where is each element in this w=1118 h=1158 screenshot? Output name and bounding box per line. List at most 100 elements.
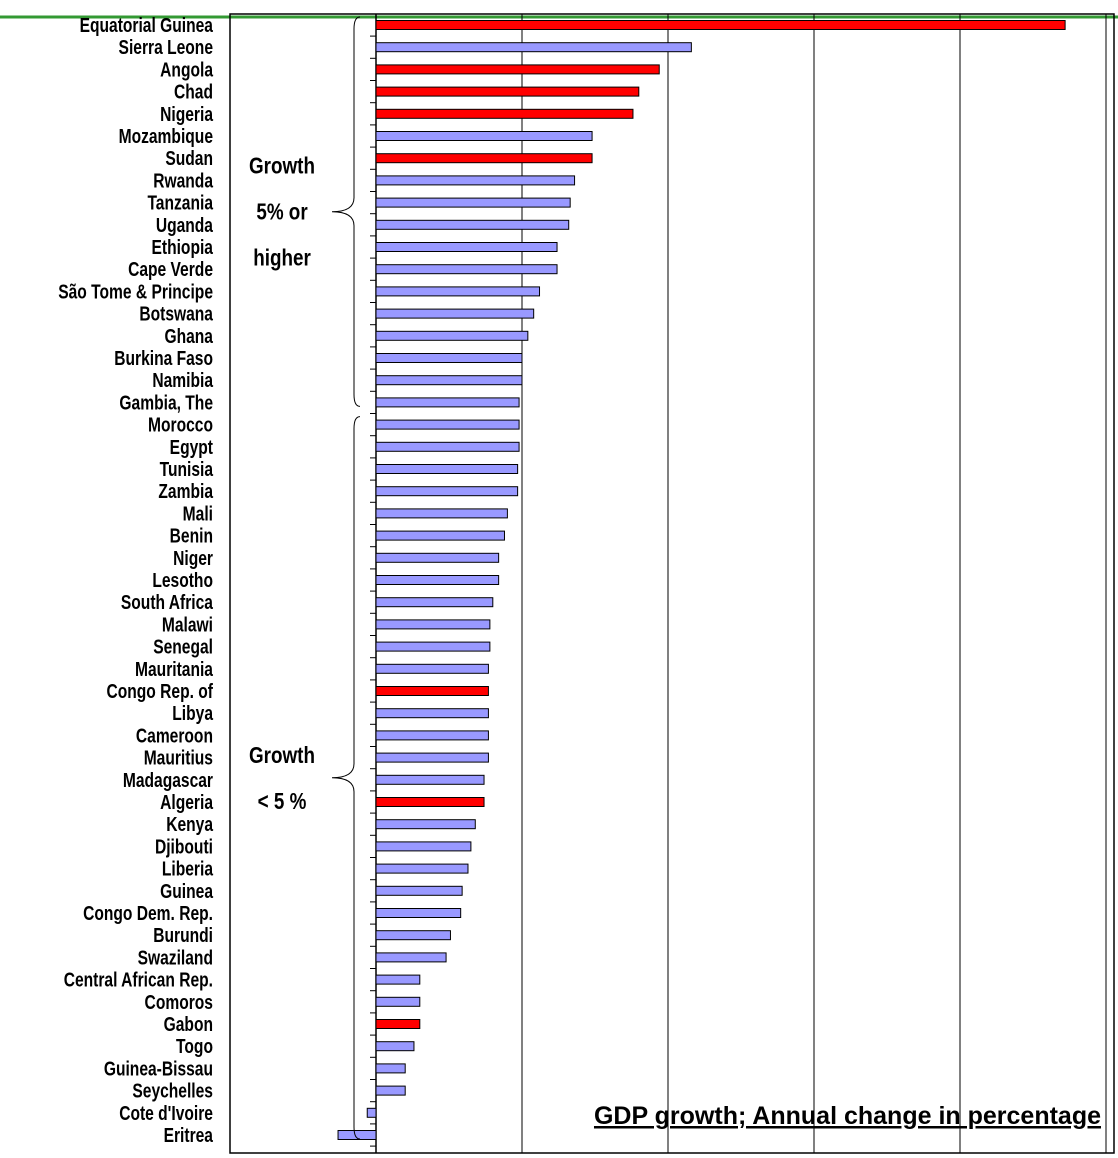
category-label: Zambia xyxy=(158,480,213,502)
category-label: Morocco xyxy=(148,414,213,436)
group-label: < 5 % xyxy=(258,789,307,814)
bar-45 xyxy=(375,1019,421,1029)
bar-50 xyxy=(337,1130,377,1140)
bar-11 xyxy=(375,264,558,275)
bar-31 xyxy=(375,708,489,719)
bar-36 xyxy=(375,819,476,830)
bar-27 xyxy=(375,619,491,630)
category-label: Malawi xyxy=(162,614,213,636)
category-label: Niger xyxy=(173,547,213,569)
group-label: 5% or xyxy=(256,200,307,225)
bar-6 xyxy=(375,153,593,164)
bar-28 xyxy=(375,641,491,652)
category-label: Egypt xyxy=(170,436,213,458)
category-label: Algeria xyxy=(160,791,214,813)
bar-25 xyxy=(375,575,500,585)
category-label: Comoros xyxy=(145,991,213,1013)
bar-20 xyxy=(375,464,519,474)
bar-43 xyxy=(375,974,421,985)
bar-14 xyxy=(375,330,529,341)
category-label: Congo Rep. of xyxy=(106,680,213,702)
bar-46 xyxy=(375,1041,415,1052)
category-label: Sudan xyxy=(165,147,213,169)
category-label: Equatorial Guinea xyxy=(80,14,214,36)
category-label: Benin xyxy=(170,525,213,547)
bar-12 xyxy=(375,286,541,297)
bar-3 xyxy=(375,86,640,97)
bar-17 xyxy=(375,397,520,408)
bar-42 xyxy=(375,952,447,963)
category-label: Ethiopia xyxy=(152,236,214,258)
bar-35 xyxy=(375,797,485,807)
group-annotations: Growth 5% or higher Growth < 5 % xyxy=(249,16,361,1140)
bar-22 xyxy=(375,508,508,519)
group-brace xyxy=(331,16,361,407)
category-label: Congo Dem. Rep. xyxy=(83,902,213,924)
bar-9 xyxy=(375,219,570,230)
chart-title: GDP growth; Annual change in percentage xyxy=(594,1102,1101,1130)
category-label: Cote d'Ivoire xyxy=(119,1102,213,1124)
plot-area xyxy=(229,13,1115,1154)
category-label: Namibia xyxy=(152,369,214,391)
category-label: Kenya xyxy=(166,813,214,835)
category-label: São Tome & Principe xyxy=(58,281,213,303)
bar-10 xyxy=(375,242,558,252)
category-label: Sierra Leone xyxy=(119,36,213,58)
bar-39 xyxy=(375,885,463,896)
bar-2 xyxy=(375,64,660,75)
category-label: Uganda xyxy=(156,214,214,236)
bar-44 xyxy=(375,996,421,1007)
bar-5 xyxy=(375,131,593,141)
category-label: Angola xyxy=(160,59,214,81)
bar-0 xyxy=(375,20,1066,30)
category-label: Rwanda xyxy=(153,170,214,192)
category-label: Nigeria xyxy=(160,103,214,125)
bar-48 xyxy=(375,1085,406,1096)
bar-18 xyxy=(375,419,520,430)
category-label: Cape Verde xyxy=(128,258,213,280)
bar-24 xyxy=(375,552,500,563)
category-label: Botswana xyxy=(139,303,214,325)
category-label: Libya xyxy=(172,702,214,724)
category-label: Gabon xyxy=(164,1013,213,1035)
category-label: Madagascar xyxy=(123,769,213,791)
bar-41 xyxy=(375,930,451,941)
category-label: Tanzania xyxy=(147,192,213,214)
category-label: Seychelles xyxy=(132,1080,213,1102)
bar-32 xyxy=(375,730,489,741)
bar-7 xyxy=(375,175,576,186)
category-label: Mauritania xyxy=(135,658,214,680)
category-ticks xyxy=(370,35,376,1147)
category-label: Lesotho xyxy=(152,569,213,591)
bar-8 xyxy=(375,197,571,208)
bar-40 xyxy=(375,908,462,918)
group-label: higher xyxy=(253,246,311,271)
group-label: Growth xyxy=(249,743,315,768)
category-label: Central African Rep. xyxy=(64,969,213,991)
bar-29 xyxy=(375,663,489,674)
bar-37 xyxy=(375,841,472,852)
bar-34 xyxy=(375,774,485,785)
bar-23 xyxy=(375,530,505,541)
category-label: Togo xyxy=(176,1035,213,1057)
category-label: Djibouti xyxy=(155,836,213,858)
bar-19 xyxy=(375,441,520,452)
category-label: Burundi xyxy=(153,924,213,946)
category-label: Guinea-Bissau xyxy=(104,1058,213,1080)
category-label: Swaziland xyxy=(138,947,213,969)
category-label: Mali xyxy=(183,503,213,525)
category-label: Chad xyxy=(174,81,213,103)
bar-4 xyxy=(375,108,634,119)
bar-13 xyxy=(375,308,535,319)
category-label: Liberia xyxy=(162,858,214,880)
bar-38 xyxy=(375,863,469,874)
bars xyxy=(337,20,1066,1140)
bar-49 xyxy=(366,1107,377,1118)
group-brace xyxy=(331,416,361,1140)
category-label: Cameroon xyxy=(136,725,213,747)
bar-1 xyxy=(375,42,692,53)
category-label: Gambia, The xyxy=(119,392,213,414)
bar-15 xyxy=(375,353,523,363)
